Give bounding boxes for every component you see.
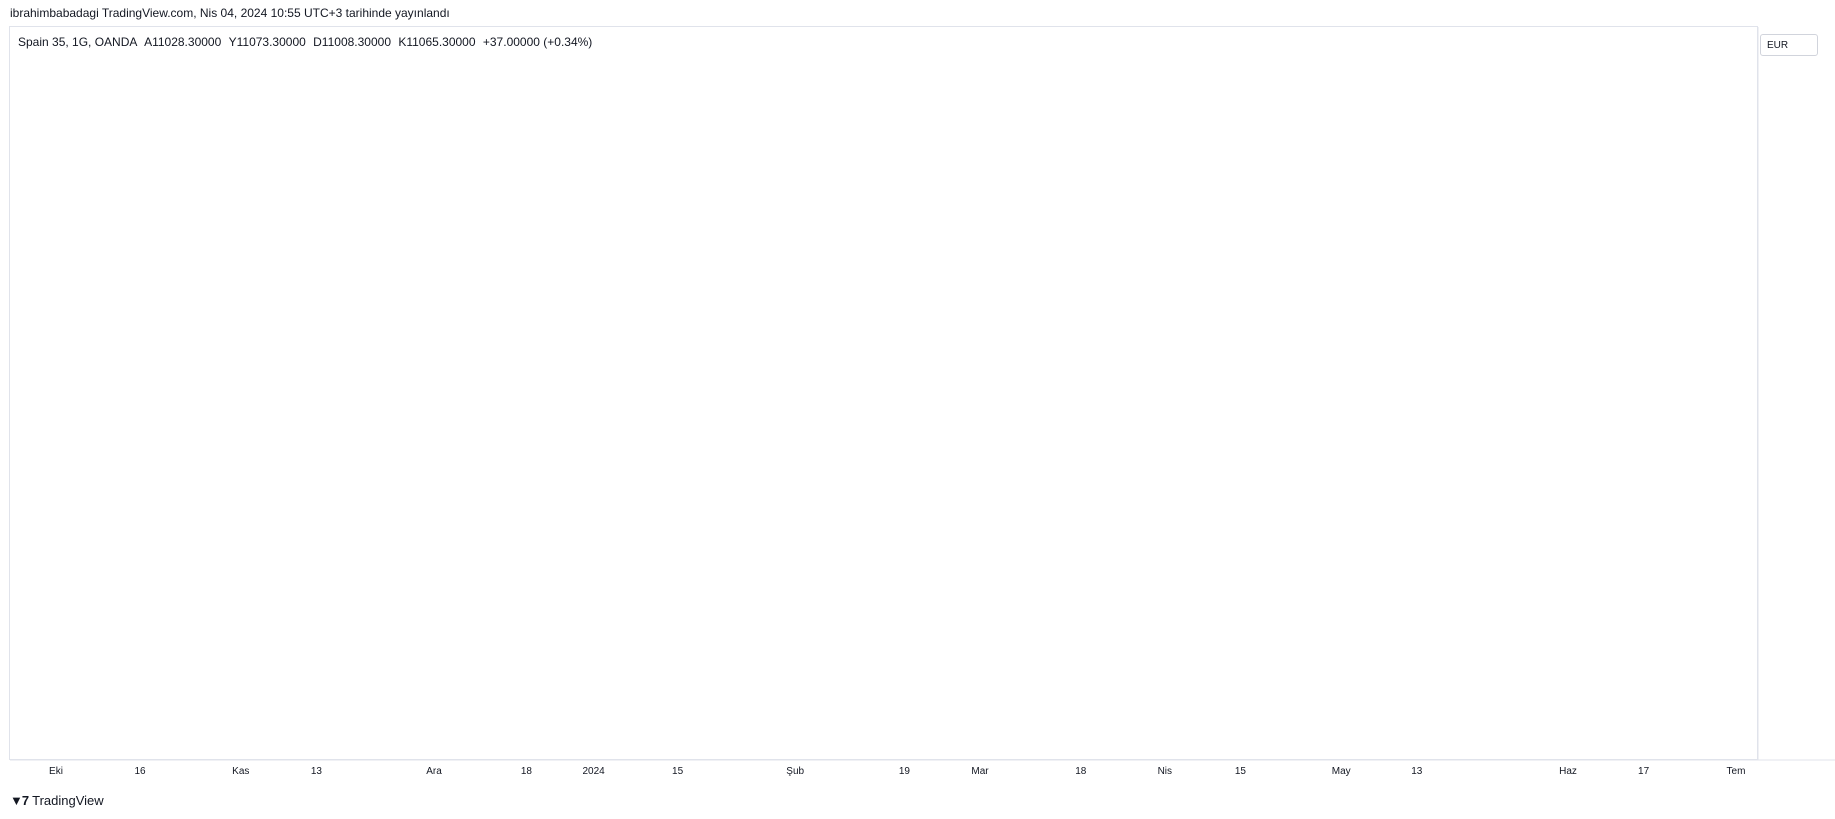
x-tick-label: Haz [1559, 766, 1577, 777]
x-tick-label: 13 [311, 766, 323, 777]
legend-change: +37.00000 (+0.34%) [482, 35, 593, 49]
x-tick-label: Şub [786, 766, 804, 777]
ohlc-legend: Spain 35, 1G, OANDA A11028.30000 Y11073.… [18, 35, 592, 49]
x-tick-label: 18 [521, 766, 533, 777]
legend-high: Y11073.30000 [228, 35, 306, 49]
tradingview-logo-icon: ▼7 [10, 793, 29, 808]
legend-symbol[interactable]: Spain 35, 1G, OANDA [18, 35, 137, 49]
footer-brand-name: TradingView [32, 793, 104, 808]
x-tick-label: 15 [672, 766, 684, 777]
x-tick-label: 13 [1411, 766, 1423, 777]
legend-low: D11008.30000 [313, 35, 391, 49]
x-tick-label: 18 [1075, 766, 1087, 777]
x-tick-label: 16 [134, 766, 146, 777]
footer-brand[interactable]: ▼7 TradingView [10, 793, 104, 808]
x-tick-label: Kas [232, 766, 249, 777]
x-tick-label: 17 [1638, 766, 1650, 777]
x-tick-label: Tem [1727, 766, 1746, 777]
x-tick-label: Ara [426, 766, 442, 777]
currency-selector[interactable]: EUR [1760, 34, 1818, 56]
x-tick-label: Mar [971, 766, 989, 777]
legend-close: K11065.30000 [398, 35, 476, 49]
legend-open: A11028.30000 [144, 35, 222, 49]
x-tick-label: May [1332, 766, 1351, 777]
x-tick-label: 15 [1235, 766, 1247, 777]
publish-line: ibrahimbabadagi TradingView.com, Nis 04,… [10, 6, 450, 20]
x-tick-label: 2024 [582, 766, 605, 777]
x-tick-label: Eki [49, 766, 63, 777]
x-tick-label: 19 [899, 766, 911, 777]
x-tick-label: Nis [1158, 766, 1172, 777]
